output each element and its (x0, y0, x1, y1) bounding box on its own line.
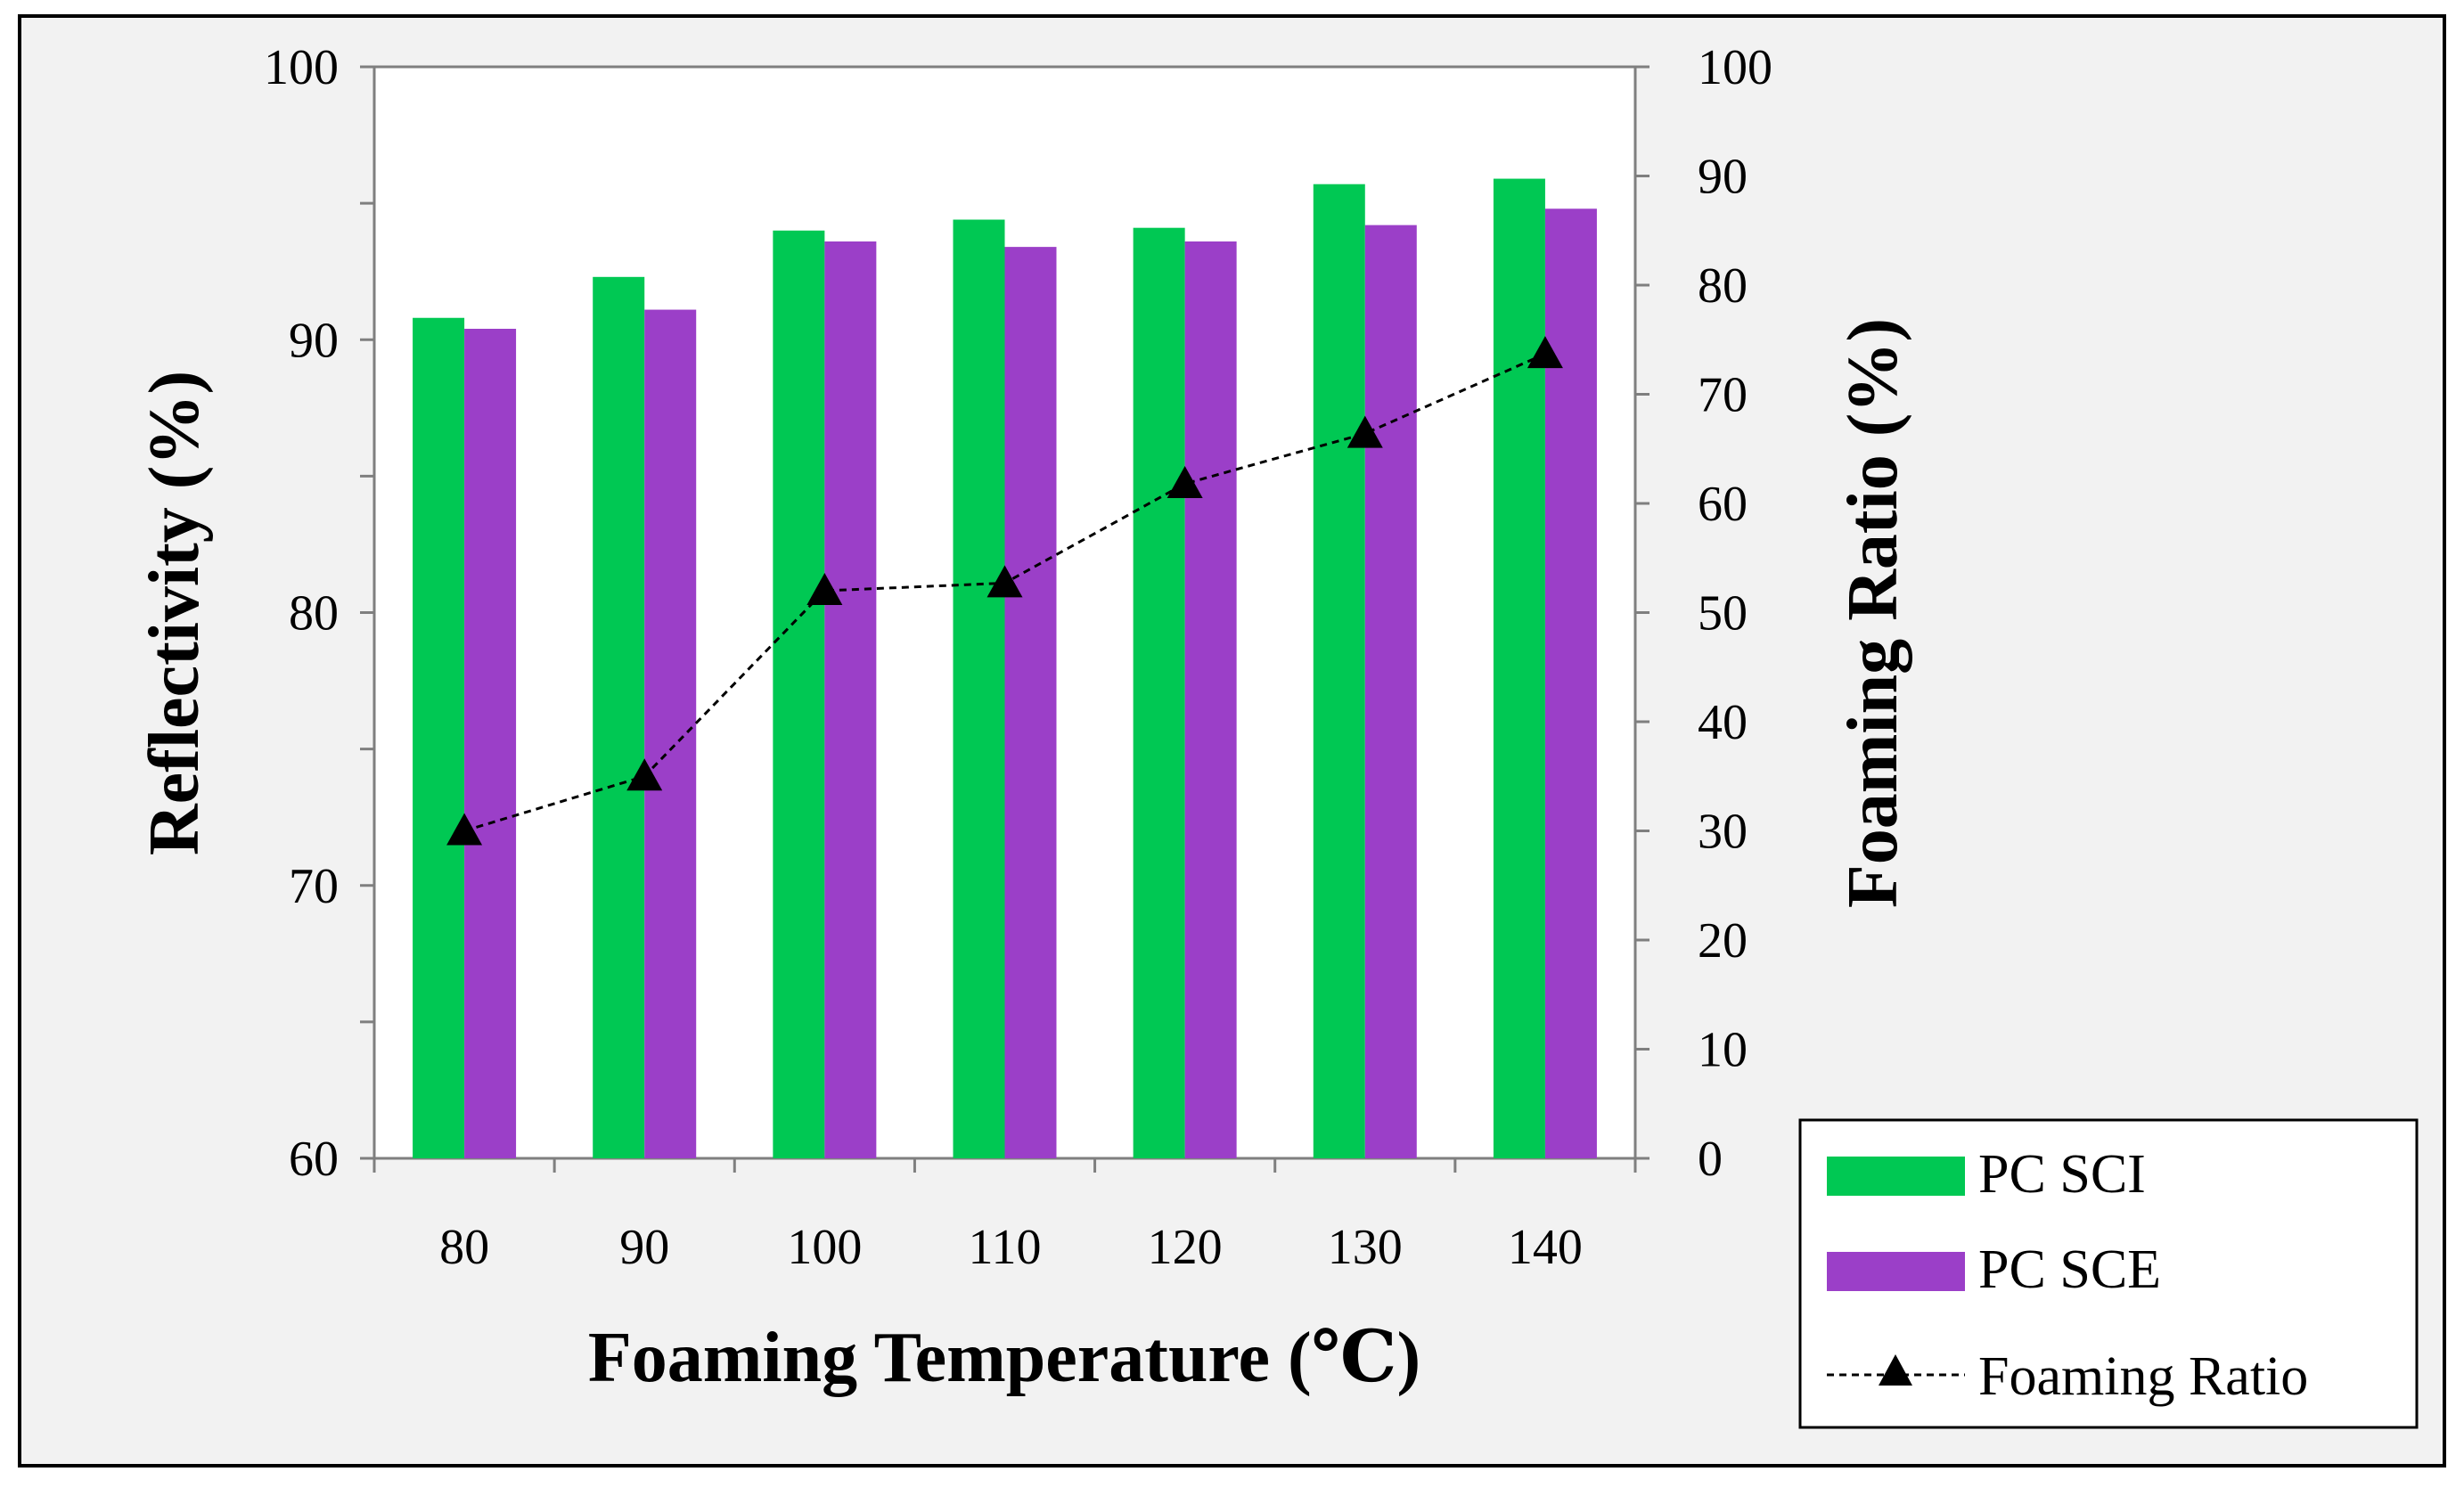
y2-tick-label-30: 30 (1698, 805, 1748, 860)
bar-sce-110 (1004, 247, 1057, 1158)
x-tick-label-90: 90 (619, 1220, 669, 1275)
y2-tick-label-100: 100 (1698, 40, 1772, 95)
y2-tick-label-90: 90 (1698, 150, 1748, 205)
y2-tick-label-0: 0 (1698, 1132, 1723, 1187)
y-axis-title: Reflectivity (%) (135, 371, 214, 855)
foaming-ratio-layer (446, 336, 1563, 846)
foaming-ratio-marker-130 (1347, 415, 1383, 448)
x-tick-label-130: 130 (1328, 1220, 1403, 1275)
y2-tick-label-80: 80 (1698, 258, 1748, 314)
bar-sci-130 (1313, 184, 1365, 1158)
bar-sce-100 (824, 241, 877, 1158)
x-tick-label-100: 100 (787, 1220, 862, 1275)
legend-sce-label: PC SCE (1978, 1239, 2161, 1300)
foaming-ratio-marker-120 (1167, 465, 1203, 498)
bars-layer (413, 178, 1597, 1158)
legend: PC SCI PC SCE Foaming Ratio (1798, 1118, 2419, 1429)
x-tick-label-80: 80 (439, 1220, 489, 1275)
foaming-ratio-marker-80 (446, 813, 483, 846)
bar-sce-120 (1184, 241, 1237, 1158)
bar-sci-110 (953, 219, 1005, 1158)
bar-sci-140 (1493, 178, 1545, 1158)
axes-layer: 80 90 100 110 120 130 140 60 70 80 90 100 0 10 20 30 40 5… (264, 40, 1772, 1275)
x-tick-label-140: 140 (1508, 1220, 1583, 1275)
y-tick-label-90: 90 (289, 313, 339, 368)
y-tick-label-80: 80 (289, 586, 339, 642)
x-axis-title: Foaming Temperature (℃) (588, 1319, 1420, 1397)
foaming-ratio-marker-110 (986, 565, 1023, 598)
y2-axis-title: Foaming Ratio (%) (1834, 318, 1912, 908)
x-tick-label-110: 110 (969, 1220, 1042, 1275)
y2-tick-label-20: 20 (1698, 913, 1748, 969)
bar-sci-120 (1133, 227, 1185, 1158)
legend-sci-swatch (1827, 1157, 1965, 1196)
y-tick-label-70: 70 (289, 859, 339, 914)
y2-tick-label-10: 10 (1698, 1023, 1748, 1078)
bar-sce-90 (644, 309, 697, 1158)
legend-sci-label: PC SCI (1978, 1144, 2146, 1205)
y2-tick-label-40: 40 (1698, 695, 1748, 750)
bar-sce-130 (1364, 225, 1417, 1158)
legend-sce-swatch (1827, 1252, 1965, 1291)
legend-ratio-marker (1879, 1354, 1912, 1386)
bar-sce-80 (464, 329, 517, 1158)
legend-ratio-label: Foaming Ratio (1978, 1346, 2308, 1407)
y2-tick-label-60: 60 (1698, 477, 1748, 532)
foaming-ratio-marker-140 (1527, 336, 1563, 369)
x-tick-label-120: 120 (1148, 1220, 1223, 1275)
y-tick-label-100: 100 (264, 40, 339, 95)
foaming-ratio-marker-100 (806, 573, 843, 605)
bar-sci-80 (413, 317, 465, 1158)
bar-sci-100 (773, 230, 825, 1158)
y2-tick-label-50: 50 (1698, 586, 1748, 642)
y-tick-label-60: 60 (289, 1132, 339, 1187)
foaming-ratio-marker-90 (626, 758, 663, 791)
y2-tick-label-70: 70 (1698, 368, 1748, 423)
bar-sci-90 (593, 276, 645, 1158)
